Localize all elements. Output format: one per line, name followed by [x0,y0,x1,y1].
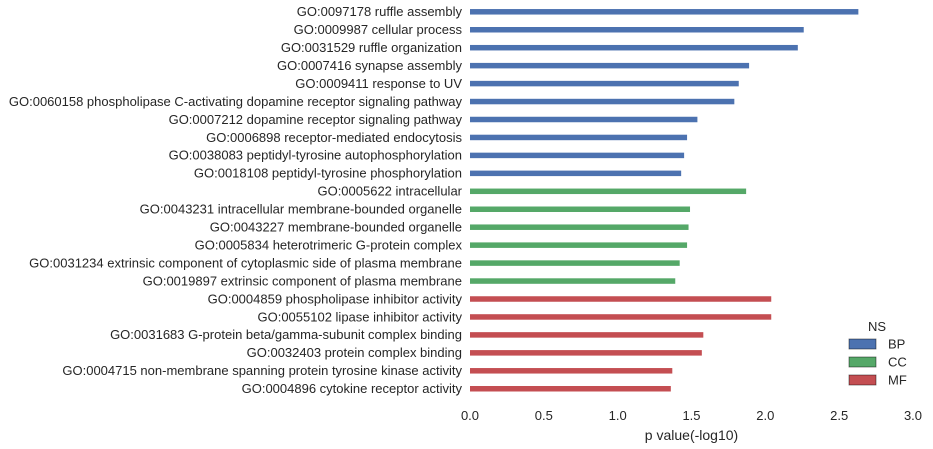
x-tick-label: 0.0 [461,408,479,423]
bar [470,134,688,141]
category-label: GO:0032403 protein complex binding [247,345,462,360]
category-label: GO:0006898 receptor-mediated endocytosis [206,130,462,145]
bar [470,98,735,105]
x-tick-label: 0.5 [535,408,553,423]
category-label: GO:0004896 cytokine receptor activity [242,381,463,396]
bar [470,368,673,374]
bar [470,386,671,392]
x-tick-label: 2.0 [756,408,774,423]
bars-layer [470,9,859,392]
category-label: GO:0005622 intracellular [317,184,462,199]
legend-label: CC [888,355,907,370]
bar [470,170,682,177]
category-label: GO:0005834 heterotrimeric G-protein comp… [195,237,463,252]
category-label: GO:0007416 synapse assembly [277,58,462,73]
bar [470,206,691,212]
x-tick-label: 1.0 [609,408,627,423]
category-label: GO:0043231 intracellular membrane-bounde… [140,202,462,217]
legend-label: MF [888,373,907,388]
category-label: GO:0004715 non-membrane spanning protein… [62,363,462,378]
bar [470,350,702,356]
category-label: GO:0055102 lipase inhibitor activity [257,309,462,324]
bar [470,278,676,284]
bar [470,152,685,159]
bar [470,242,688,248]
bar [470,314,772,320]
bar [470,296,772,302]
bar [470,62,750,69]
legend-title: NS [868,319,886,334]
bar [470,332,704,338]
bar [470,224,689,230]
legend-swatch [848,356,877,368]
bar [470,44,798,51]
category-label: GO:0043227 membrane-bounded organelle [210,220,462,235]
x-tick-label: 1.5 [682,408,700,423]
x-tick-label: 2.5 [830,408,848,423]
x-axis-label: p value(-log10) [645,427,738,443]
category-label: GO:0031529 ruffle organization [281,40,462,55]
category-label: GO:0009411 response to UV [295,76,462,91]
x-tick-label: 3.0 [904,408,922,423]
category-labels: GO:0097178 ruffle assembly GO:0009987 cel… [9,4,463,396]
bar [470,9,859,15]
bar [470,260,680,266]
category-label: GO:0038083 peptidyl-tyrosine autophospho… [169,148,462,163]
bar [470,27,804,33]
legend-swatch [848,338,877,350]
legend-swatch [848,374,877,386]
legend: NS BP CC MF [848,319,907,388]
legend-items: BP CC MF [848,337,907,388]
category-label: GO:0031683 G-protein beta/gamma-subunit … [110,327,462,342]
category-label: GO:0019897 extrinsic component of plasma… [143,273,462,288]
category-label: GO:0097178 ruffle assembly [297,4,463,19]
category-label: GO:0060158 phospholipase C-activating do… [9,94,463,109]
bar [470,188,747,195]
category-label: GO:0004859 phospholipase inhibitor activ… [208,291,463,306]
category-label: GO:0009987 cellular process [294,22,463,37]
bar [470,116,698,123]
category-label: GO:0007212 dopamine receptor signaling p… [169,112,463,127]
category-label: GO:0018108 peptidyl-tyrosine phosphoryla… [194,166,462,181]
bar [470,80,739,87]
legend-label: BP [888,337,905,352]
category-label: GO:0031234 extrinsic component of cytopl… [29,255,462,270]
x-tick-labels: 0.0 0.5 1.0 1.5 2.0 2.5 3.0 [461,408,922,423]
